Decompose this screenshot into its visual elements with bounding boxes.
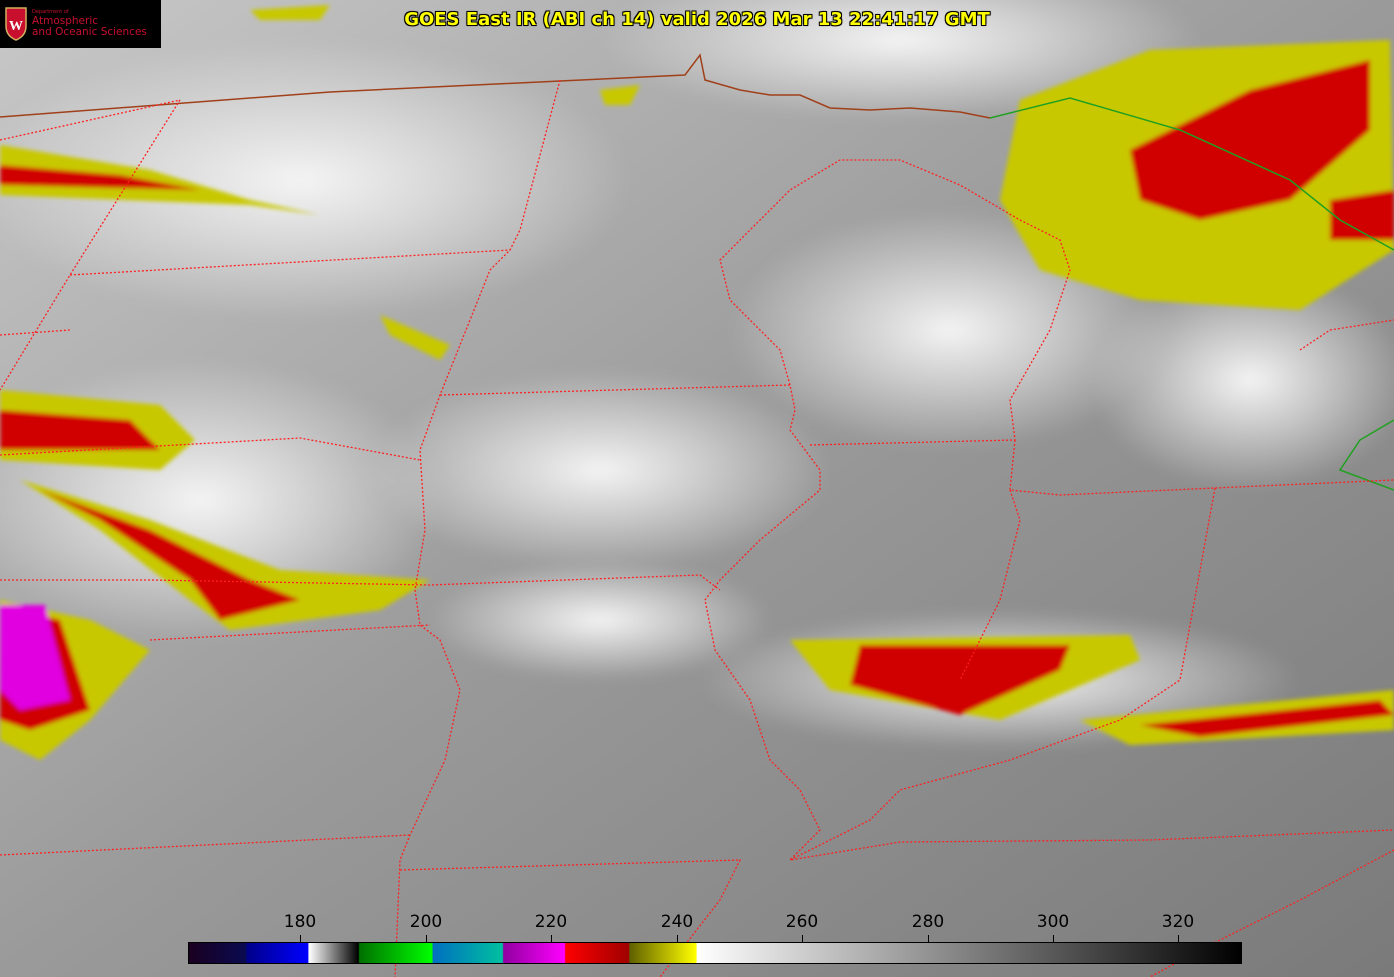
- aos-logo: W Department of Atmospheric and Oceanic …: [0, 0, 161, 48]
- colorbar-tick-label: 240: [660, 912, 694, 932]
- state-borders: [0, 79, 1394, 977]
- colorbar-tick-label: 320: [1161, 912, 1195, 932]
- colorbar-tick-label: 260: [785, 912, 819, 932]
- uw-crest-icon: W: [5, 7, 27, 41]
- colorbar-tick-label: 200: [409, 912, 443, 932]
- colorbar-tick: [1178, 935, 1179, 942]
- canada-coastline: [989, 97, 1394, 491]
- logo-department: Department of: [32, 9, 69, 16]
- colorbar-tick: [551, 935, 552, 942]
- colorbar-tick-label: 180: [283, 912, 317, 932]
- colorbar-tick-label: 220: [534, 912, 568, 932]
- colorbar: [188, 942, 1242, 964]
- colorbar-tick-label: 300: [1036, 912, 1070, 932]
- cold-cloud-tops: [0, 5, 1394, 760]
- colorbar-tick: [928, 935, 929, 942]
- svg-text:W: W: [9, 19, 23, 34]
- colorbar-tick: [677, 935, 678, 942]
- international-border: [0, 53, 991, 119]
- colorbar-tick: [1053, 935, 1054, 942]
- colorbar-tick: [802, 935, 803, 942]
- logo-line1: Atmospheric: [32, 14, 99, 27]
- colorbar-tick-label: 280: [911, 912, 945, 932]
- colorbar-tick: [300, 935, 301, 942]
- colorbar-tick: [426, 935, 427, 942]
- logo-line2: and Oceanic Sciences: [32, 25, 147, 38]
- image-title: GOES East IR (ABI ch 14) valid 2026 Mar …: [404, 9, 990, 30]
